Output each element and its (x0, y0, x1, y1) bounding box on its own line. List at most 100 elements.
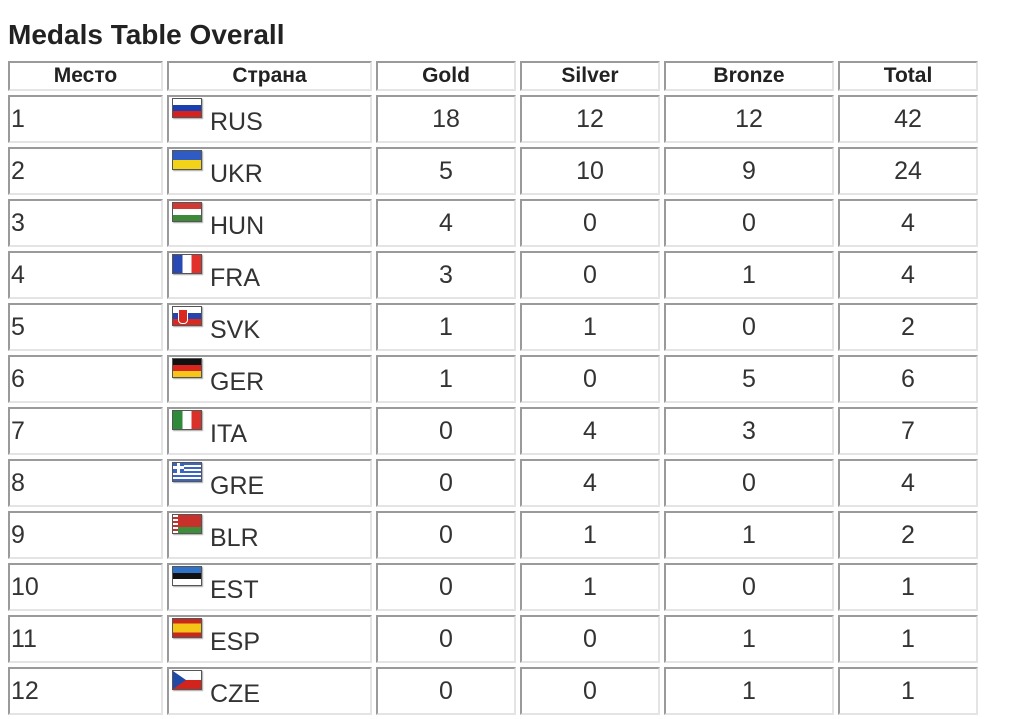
country-code: GRE (210, 472, 265, 500)
bronze-cell: 9 (664, 147, 834, 195)
table-row: 1 RUS 18 12 12 42 (8, 95, 978, 143)
place-cell: 1 (8, 95, 163, 143)
bronze-cell: 1 (664, 667, 834, 715)
country-cell: UKR (167, 147, 372, 195)
silver-cell: 0 (520, 251, 660, 299)
coat-of-arms-icon (178, 309, 188, 324)
flag-italy-icon (172, 410, 202, 430)
place-cell: 7 (8, 407, 163, 455)
country-cell: ITA (167, 407, 372, 455)
silver-cell: 0 (520, 199, 660, 247)
triangle-icon (173, 671, 186, 689)
page-title: Medals Table Overall (8, 19, 285, 50)
table-row: 10 EST 0 1 0 1 (8, 563, 978, 611)
country-cell: EST (167, 563, 372, 611)
table-row: 8 GRE 0 4 0 4 (8, 459, 978, 507)
gold-cell: 3 (376, 251, 516, 299)
place-cell: 12 (8, 667, 163, 715)
country-code: HUN (210, 212, 265, 240)
gold-cell: 1 (376, 303, 516, 351)
place-cell: 9 (8, 511, 163, 559)
flag-belarus-icon (172, 514, 202, 534)
place-cell: 8 (8, 459, 163, 507)
flag-czechia-icon (172, 670, 202, 690)
country-cell: GRE (167, 459, 372, 507)
silver-cell: 1 (520, 511, 660, 559)
table-row: 5 SVK 1 1 0 2 (8, 303, 978, 351)
medals-table: Место Страна Gold Silver Bronze Total 1 R… (4, 57, 982, 719)
total-cell: 6 (838, 355, 978, 403)
country-code: UKR (210, 160, 263, 188)
total-cell: 2 (838, 303, 978, 351)
column-header-country: Страна (167, 61, 372, 91)
gold-cell: 5 (376, 147, 516, 195)
bronze-cell: 0 (664, 563, 834, 611)
total-cell: 4 (838, 199, 978, 247)
total-cell: 7 (838, 407, 978, 455)
gold-cell: 0 (376, 667, 516, 715)
country-cell: HUN (167, 199, 372, 247)
silver-cell: 1 (520, 563, 660, 611)
column-header-silver: Silver (520, 61, 660, 91)
country-code: ESP (210, 628, 261, 656)
place-cell: 6 (8, 355, 163, 403)
flag-ukraine-icon (172, 150, 202, 170)
bronze-cell: 0 (664, 459, 834, 507)
table-header: Место Страна Gold Silver Bronze Total (8, 61, 978, 91)
table-row: 2 UKR 5 10 9 24 (8, 147, 978, 195)
gold-cell: 0 (376, 511, 516, 559)
country-cell: GER (167, 355, 372, 403)
place-cell: 10 (8, 563, 163, 611)
bronze-cell: 12 (664, 95, 834, 143)
column-header-place: Место (8, 61, 163, 91)
total-cell: 24 (838, 147, 978, 195)
country-cell: BLR (167, 511, 372, 559)
table-row: 9 BLR 0 1 1 2 (8, 511, 978, 559)
silver-cell: 1 (520, 303, 660, 351)
table-row: 4 FRA 3 0 1 4 (8, 251, 978, 299)
cross-icon (173, 463, 184, 473)
flag-russia-icon (172, 98, 202, 118)
country-code: ITA (210, 420, 248, 448)
total-cell: 1 (838, 563, 978, 611)
gold-cell: 4 (376, 199, 516, 247)
gold-cell: 0 (376, 459, 516, 507)
flag-france-icon (172, 254, 202, 274)
country-code: GER (210, 368, 265, 396)
country-code: EST (210, 576, 259, 604)
silver-cell: 10 (520, 147, 660, 195)
country-cell: FRA (167, 251, 372, 299)
bronze-cell: 0 (664, 199, 834, 247)
column-header-gold: Gold (376, 61, 516, 91)
table-row: 6 GER 1 0 5 6 (8, 355, 978, 403)
bronze-cell: 0 (664, 303, 834, 351)
country-cell: CZE (167, 667, 372, 715)
silver-cell: 12 (520, 95, 660, 143)
country-code: BLR (210, 524, 259, 552)
country-cell: RUS (167, 95, 372, 143)
silver-cell: 0 (520, 667, 660, 715)
table-row: 3 HUN 4 0 0 4 (8, 199, 978, 247)
total-cell: 1 (838, 667, 978, 715)
ornament-icon (173, 515, 178, 533)
flag-spain-icon (172, 618, 202, 638)
silver-cell: 4 (520, 459, 660, 507)
bronze-cell: 3 (664, 407, 834, 455)
flag-germany-icon (172, 358, 202, 378)
table-row: 12 CZE 0 0 1 1 (8, 667, 978, 715)
table-row: 7 ITA 0 4 3 7 (8, 407, 978, 455)
bronze-cell: 5 (664, 355, 834, 403)
country-cell: SVK (167, 303, 372, 351)
gold-cell: 1 (376, 355, 516, 403)
country-code: CZE (210, 680, 260, 708)
total-cell: 4 (838, 459, 978, 507)
place-cell: 3 (8, 199, 163, 247)
column-header-bronze: Bronze (664, 61, 834, 91)
country-code: SVK (210, 316, 261, 344)
bronze-cell: 1 (664, 251, 834, 299)
total-cell: 2 (838, 511, 978, 559)
silver-cell: 0 (520, 355, 660, 403)
total-cell: 4 (838, 251, 978, 299)
country-code: RUS (210, 108, 263, 136)
bronze-cell: 1 (664, 511, 834, 559)
